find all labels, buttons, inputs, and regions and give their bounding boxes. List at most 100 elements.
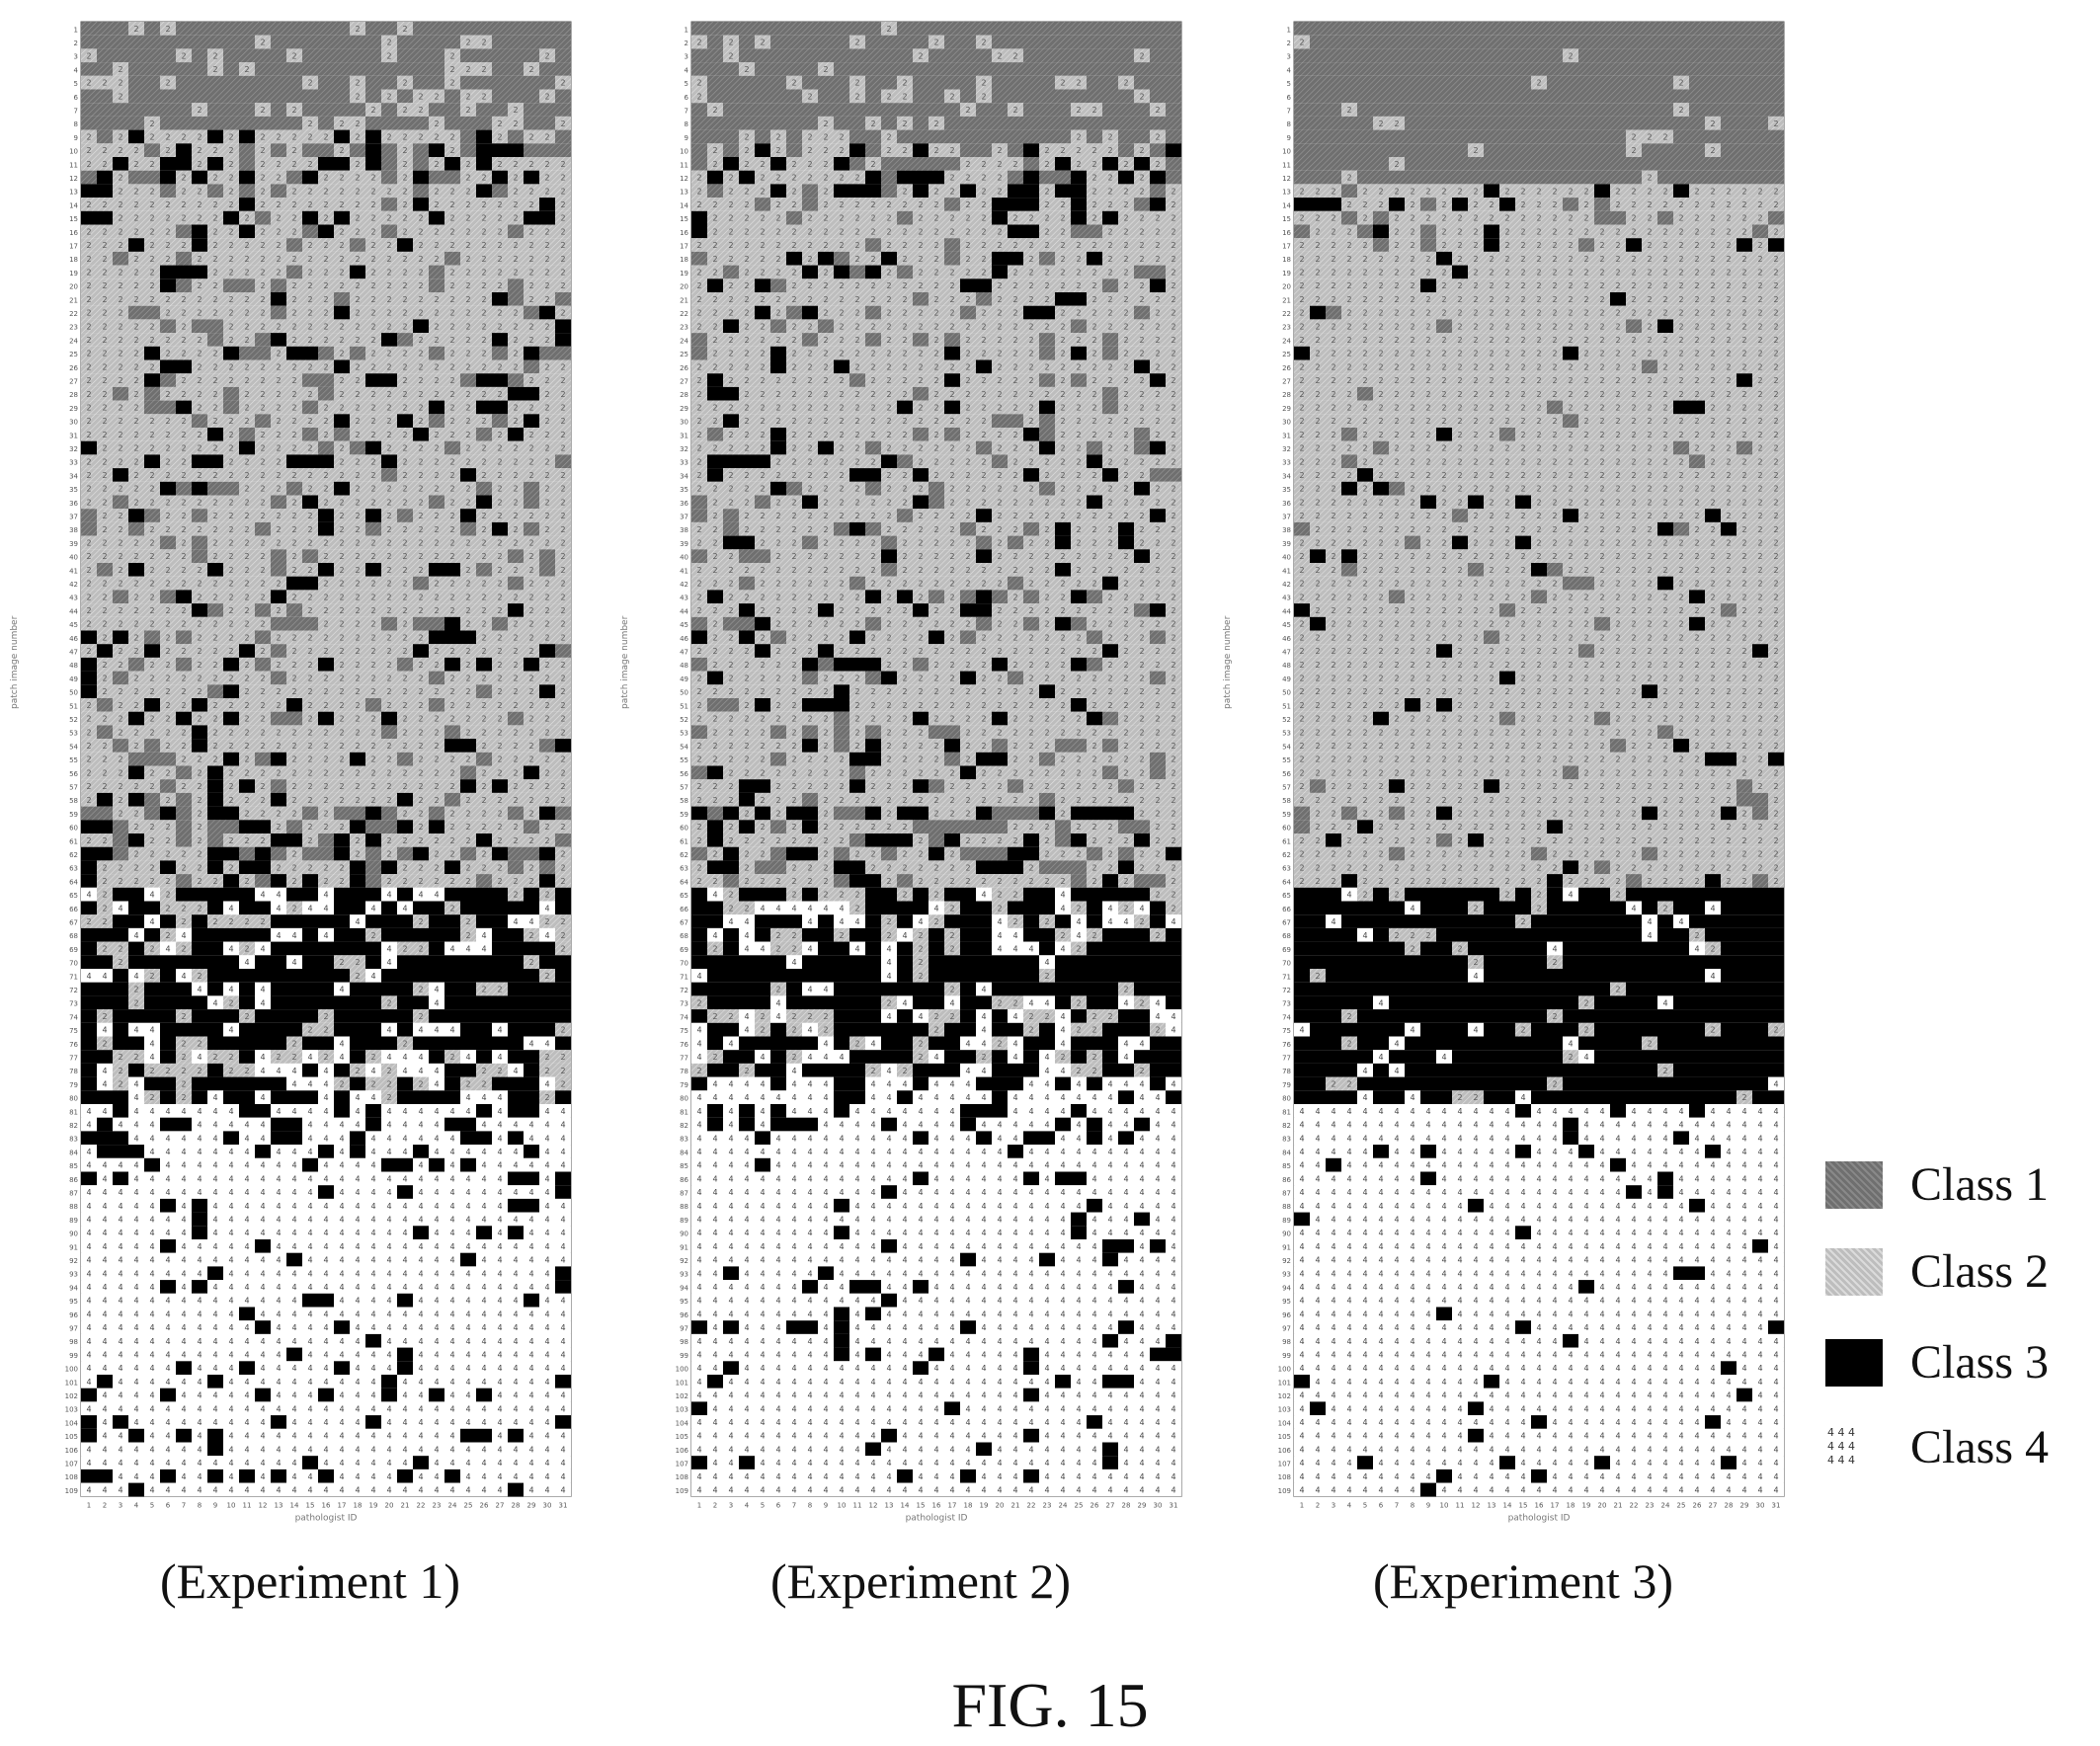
heatmap-cell: [334, 75, 350, 90]
heatmap-grid-1: 2 2 2 212 2 2 222 2 2 2 2 2 232 2 2 2 2 2 242 2 2 2 2 2 2 2 252 2 2 2…: [65, 21, 572, 1523]
y-tick-label: 21: [69, 296, 78, 304]
heatmap-cell: [239, 995, 255, 1010]
heatmap-cell: [286, 698, 302, 712]
heatmap-cell: [144, 901, 160, 915]
heatmap-cell-value: 4: [118, 1310, 122, 1318]
heatmap-cell-value: 2: [528, 931, 533, 940]
heatmap-cell-value: 4: [434, 1134, 439, 1143]
heatmap-cell: [492, 1076, 508, 1091]
heatmap-cell-value: 4: [544, 1202, 549, 1211]
heatmap-cell-value: 2: [560, 877, 565, 886]
heatmap-cell-value: 2: [355, 309, 360, 318]
heatmap-cell: [144, 265, 160, 279]
heatmap-cell: [460, 170, 476, 185]
heatmap-cell-value: 2: [386, 268, 391, 277]
heatmap-cell-value: 2: [370, 485, 375, 494]
heatmap-cell-value: 4: [323, 1229, 328, 1237]
heatmap-cell-value: 2: [244, 255, 249, 264]
heatmap-cell: [365, 846, 381, 861]
heatmap-cell-value: 4: [355, 1188, 360, 1197]
heatmap-cell-value: 2: [418, 701, 423, 710]
heatmap-cell: [286, 373, 302, 387]
heatmap-cell: [350, 1131, 365, 1146]
heatmap-cell: [223, 265, 239, 279]
heatmap-cell-value: 2: [323, 877, 328, 886]
heatmap-cell: [365, 454, 381, 469]
heatmap-cell: [286, 941, 302, 956]
heatmap-cell: [207, 414, 223, 428]
heatmap-cell: [413, 22, 429, 36]
heatmap-cell: [365, 48, 381, 63]
heatmap-cell-value: 2: [434, 200, 439, 209]
heatmap-cell: [539, 563, 555, 577]
heatmap-cell: [176, 346, 192, 360]
heatmap-cell: [113, 982, 128, 996]
heatmap-cell-value: 2: [465, 606, 470, 615]
heatmap-cell: [397, 75, 413, 90]
heatmap-cell: [113, 265, 128, 279]
heatmap-cell-value: 2: [560, 687, 565, 696]
heatmap-cell: [176, 509, 192, 522]
heatmap-cell-value: 2: [465, 417, 470, 426]
heatmap-cell-value: 2: [339, 552, 344, 561]
heatmap-cell: [271, 346, 286, 360]
heatmap-cell-value: 2: [339, 742, 344, 751]
heatmap-cell: [492, 901, 508, 915]
heatmap-cell-value: 2: [118, 661, 122, 670]
heatmap-cell-value: 4: [370, 904, 375, 913]
heatmap-cell: [429, 616, 444, 631]
heatmap-cell: [207, 305, 223, 320]
heatmap-cell: [302, 359, 318, 374]
heatmap-cell-value: 2: [307, 79, 312, 88]
heatmap-cell: [429, 224, 444, 239]
heatmap-cell: [160, 1050, 176, 1064]
heatmap-cell-value: 2: [197, 444, 202, 453]
heatmap-cell-value: 2: [323, 606, 328, 615]
heatmap-cell-value: 4: [244, 1215, 249, 1224]
heatmap-cell-value: 2: [465, 322, 470, 331]
heatmap-cell-value: 4: [544, 1283, 549, 1292]
heatmap-cell-value: 2: [481, 322, 486, 331]
heatmap-cell-value: 2: [386, 1079, 391, 1088]
heatmap-cell-value: 2: [528, 295, 533, 304]
heatmap-cell-value: 2: [465, 674, 470, 682]
heatmap-cell: [444, 1009, 460, 1023]
heatmap-cell-value: 2: [560, 268, 565, 277]
heatmap-cell-value: 2: [465, 255, 470, 264]
heatmap-cell-value: 2: [102, 512, 107, 520]
heatmap-cell: [207, 359, 223, 374]
heatmap-cell-value: 4: [544, 931, 549, 940]
y-tick-label: 10: [69, 148, 78, 156]
heatmap-cell-value: 2: [513, 457, 518, 466]
heatmap-cell-value: 2: [497, 200, 502, 209]
heatmap-cell-value: 2: [197, 836, 202, 845]
heatmap-cell-value: 2: [102, 457, 107, 466]
heatmap-cell-value: 4: [465, 1242, 470, 1251]
heatmap-cell: [413, 251, 429, 266]
heatmap-cell-value: 2: [560, 512, 565, 520]
heatmap-cell-value: 2: [307, 309, 312, 318]
heatmap-cell-value: 2: [276, 174, 281, 183]
heatmap-cell-value: 2: [339, 768, 344, 777]
heatmap-cell: [460, 157, 476, 171]
heatmap-cell: [160, 198, 176, 211]
heatmap-cell: [460, 373, 476, 387]
heatmap-cell: [460, 1117, 476, 1132]
heatmap-cell: [476, 563, 492, 577]
heatmap-cell: [365, 833, 381, 847]
heatmap-cell-value: 4: [181, 1269, 186, 1278]
heatmap-cell-value: 2: [244, 538, 249, 547]
heatmap-cell: [97, 198, 113, 211]
heatmap-cell: [160, 481, 176, 496]
heatmap-cell-value: 2: [86, 538, 91, 547]
heatmap-cell-value: 2: [212, 444, 217, 453]
heatmap-cell-value: 2: [228, 295, 233, 304]
heatmap-cell-value: 2: [370, 227, 375, 236]
heatmap-cell: [524, 440, 539, 455]
heatmap-cell-value: 2: [418, 309, 423, 318]
heatmap-cell-value: 2: [86, 498, 91, 507]
heatmap-cell-value: 4: [181, 1229, 186, 1237]
heatmap-cell-value: 2: [449, 200, 454, 209]
heatmap-cell: [365, 292, 381, 306]
heatmap-cell-value: 2: [355, 633, 360, 642]
